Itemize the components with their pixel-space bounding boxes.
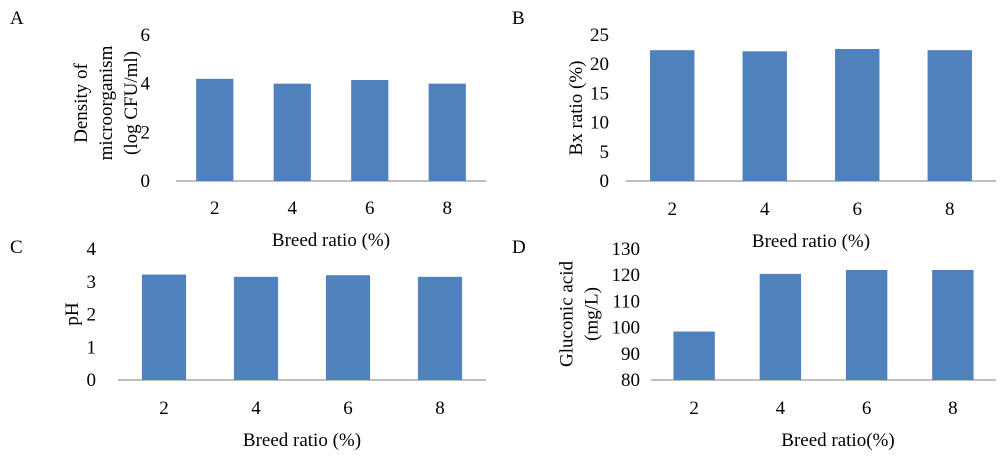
x-tick-label: 4 [760, 199, 770, 220]
y-tick-label: 6 [141, 25, 151, 46]
y-tick-label: 4 [87, 239, 97, 260]
bar-6 [325, 275, 371, 380]
y-tick-label: 80 [621, 370, 640, 391]
y-tick-label: 110 [612, 291, 640, 312]
x-axis-label: Breed ratio (%) [243, 430, 361, 451]
y-tick-label: 5 [600, 142, 610, 163]
x-tick-label: 6 [853, 199, 863, 220]
y-axis-label: Gluconic acid (mg/L) [557, 260, 603, 367]
x-tick-label: 8 [948, 398, 958, 419]
y-tick-label: 20 [590, 54, 609, 75]
y-tick-label: 10 [590, 113, 609, 134]
panel-a: A 0 2 4 6 2 4 6 8 Breed ratio (%) Density of microo… [10, 8, 486, 251]
bar-8 [417, 276, 463, 380]
y-tick-label: 90 [621, 344, 640, 365]
bar-2 [141, 274, 187, 380]
x-axis-label: Breed ratio (%) [272, 230, 390, 251]
y-tick-label: 100 [612, 318, 641, 339]
x-axis-label: Breed ratio(%) [781, 430, 894, 451]
y-axis-label-line: microorganism [96, 45, 117, 160]
bar-8 [428, 83, 466, 181]
y-axis-label-line: Bx ratio (%) [566, 61, 587, 156]
y-tick-label: 2 [87, 305, 97, 326]
y-axis-label-line: Gluconic acid [557, 260, 578, 367]
y-tick-label: 25 [590, 25, 609, 46]
panel-letter: A [10, 8, 24, 29]
bar-4 [742, 51, 787, 181]
bar-6 [351, 80, 389, 181]
y-tick-label: 15 [590, 83, 609, 104]
panel-c: C 0 1 2 3 4 2 4 6 8 Breed ratio (%) pH [10, 237, 486, 451]
bar-6 [835, 49, 880, 182]
bar-2 [650, 50, 695, 182]
x-axis-label: Breed ratio (%) [752, 231, 870, 252]
bar-4 [759, 273, 802, 380]
panel-letter: C [10, 237, 23, 258]
panel-d: D 80 90 100 110 120 130 2 4 6 8 Breed ratio(%) Gluco… [512, 237, 996, 451]
panel-b: B 0 5 10 15 20 25 2 4 6 8 Breed ratio (%) Bx ratio (… [512, 8, 996, 252]
y-axis-label-line: (mg/L) [582, 287, 603, 341]
x-tick-label: 2 [159, 398, 169, 419]
x-tick-label: 2 [210, 198, 220, 219]
y-axis-label: pH [62, 302, 83, 326]
bar-2 [196, 78, 234, 181]
y-tick-label: 0 [87, 370, 97, 391]
y-tick-label: 4 [141, 74, 151, 95]
y-tick-label: 2 [141, 122, 151, 143]
x-tick-label: 2 [689, 398, 699, 419]
panel-letter: B [512, 8, 525, 29]
x-tick-label: 4 [251, 398, 261, 419]
bar-8 [927, 50, 972, 182]
y-axis-label-line: pH [62, 302, 83, 326]
y-axis-label-line: (log CFU/ml) [121, 51, 142, 155]
panel-letter: D [512, 237, 526, 258]
x-tick-label: 6 [862, 398, 872, 419]
x-tick-label: 6 [343, 398, 353, 419]
y-axis-label: Density of microorganism (log CFU/ml) [71, 45, 142, 160]
bar-4 [273, 83, 311, 181]
x-tick-label: 4 [776, 398, 786, 419]
y-tick-label: 0 [600, 171, 610, 192]
y-tick-label: 0 [141, 171, 151, 192]
bar-4 [233, 276, 279, 380]
y-tick-label: 120 [612, 265, 641, 286]
x-tick-label: 4 [288, 198, 298, 219]
y-tick-label: 130 [612, 239, 641, 260]
x-tick-label: 8 [443, 198, 453, 219]
x-tick-label: 2 [668, 199, 678, 220]
x-tick-label: 8 [435, 398, 445, 419]
x-tick-label: 8 [945, 199, 955, 220]
bar-8 [932, 269, 974, 380]
y-axis-label-line: Density of [71, 62, 92, 142]
bar-6 [845, 269, 888, 380]
y-axis-label: Bx ratio (%) [566, 61, 587, 156]
x-tick-label: 6 [365, 198, 375, 219]
bar-2 [673, 331, 715, 380]
y-tick-label: 1 [87, 337, 97, 358]
y-tick-label: 3 [87, 272, 97, 293]
